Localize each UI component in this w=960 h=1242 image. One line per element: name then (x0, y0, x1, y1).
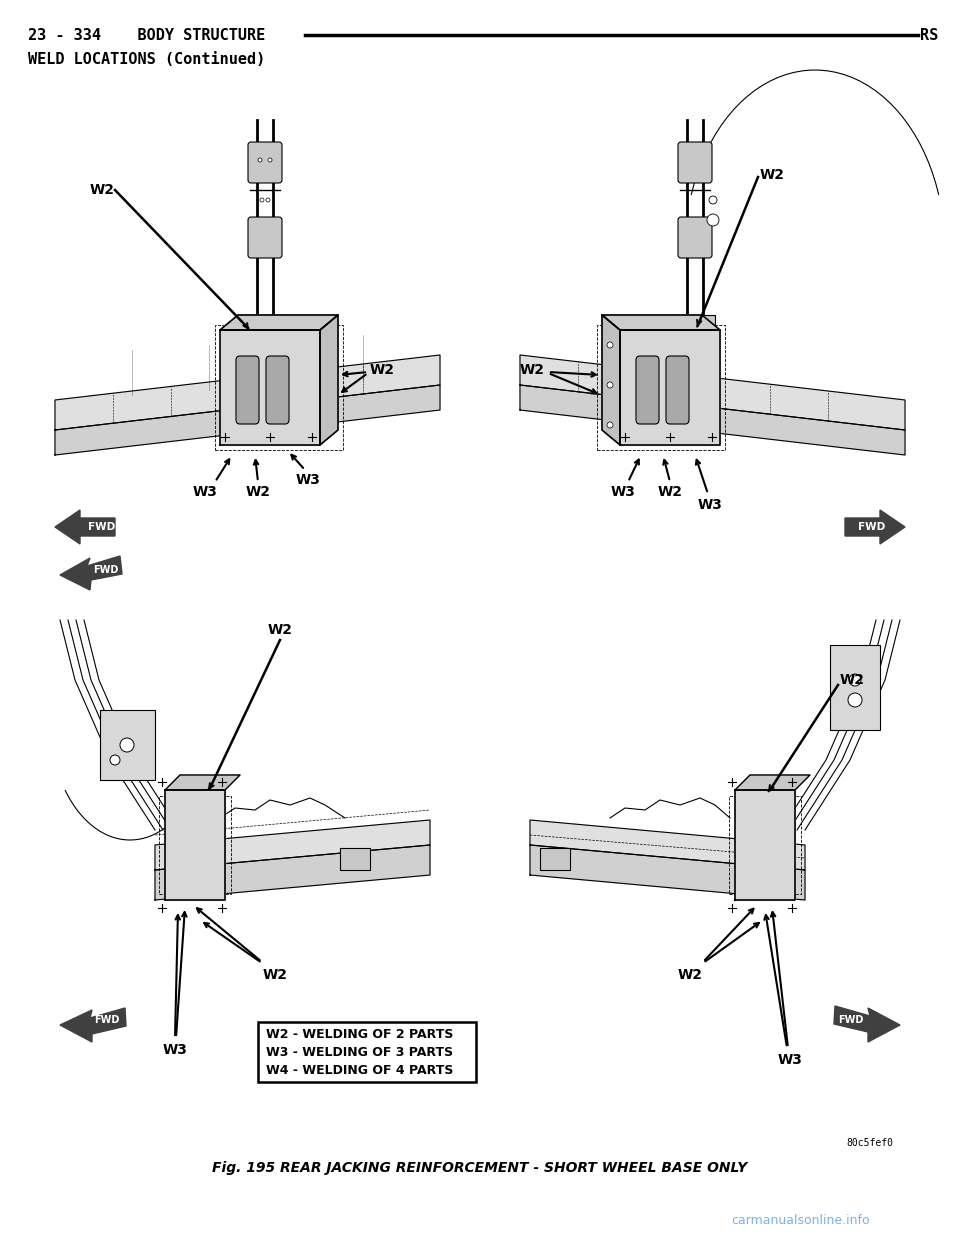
FancyBboxPatch shape (266, 356, 289, 424)
Circle shape (258, 158, 262, 161)
Bar (340, 848, 370, 869)
FancyBboxPatch shape (248, 142, 282, 183)
Bar (675, 315, 715, 335)
Text: W3: W3 (193, 484, 217, 499)
Polygon shape (165, 775, 240, 790)
Bar (540, 848, 570, 869)
Text: FWD: FWD (88, 522, 115, 532)
Polygon shape (530, 845, 805, 900)
Circle shape (709, 196, 717, 204)
Polygon shape (520, 385, 905, 455)
Circle shape (848, 693, 862, 707)
Text: W3: W3 (611, 484, 636, 499)
Bar (258, 1022, 476, 1082)
Polygon shape (155, 820, 430, 869)
Polygon shape (55, 510, 115, 544)
Circle shape (849, 674, 861, 686)
Polygon shape (55, 355, 440, 430)
Polygon shape (520, 355, 905, 430)
Circle shape (607, 342, 613, 348)
Circle shape (120, 738, 134, 751)
Text: W2: W2 (262, 968, 287, 982)
Bar (597, 325, 725, 450)
Polygon shape (320, 315, 338, 445)
Circle shape (707, 214, 719, 226)
Text: W2: W2 (90, 183, 115, 197)
FancyBboxPatch shape (666, 356, 689, 424)
Text: WELD LOCATIONS (Continued): WELD LOCATIONS (Continued) (28, 52, 265, 67)
Text: W3: W3 (698, 498, 723, 512)
Text: W2: W2 (370, 363, 395, 378)
Polygon shape (60, 556, 122, 590)
Text: FWD: FWD (858, 522, 885, 532)
Text: W3: W3 (162, 1043, 187, 1057)
Text: FWD: FWD (94, 1015, 119, 1025)
Text: FWD: FWD (838, 1015, 863, 1025)
Text: W3 - WELDING OF 3 PARTS: W3 - WELDING OF 3 PARTS (266, 1046, 453, 1058)
Polygon shape (845, 510, 905, 544)
Polygon shape (620, 330, 720, 445)
Text: W2 - WELDING OF 2 PARTS: W2 - WELDING OF 2 PARTS (266, 1027, 453, 1041)
Bar (245, 315, 285, 335)
Circle shape (110, 755, 120, 765)
Text: W2: W2 (520, 363, 545, 378)
Text: W2: W2 (840, 673, 865, 687)
Polygon shape (55, 385, 440, 455)
Polygon shape (220, 315, 338, 330)
Polygon shape (165, 790, 225, 900)
Polygon shape (220, 330, 320, 445)
Bar (215, 325, 343, 450)
Text: FWD: FWD (93, 565, 118, 575)
Polygon shape (155, 845, 430, 900)
Text: W2: W2 (678, 968, 703, 982)
Polygon shape (834, 1006, 900, 1042)
Circle shape (607, 383, 613, 388)
Polygon shape (60, 1009, 126, 1042)
Polygon shape (735, 775, 810, 790)
Text: 80c5fef0: 80c5fef0 (846, 1138, 893, 1148)
FancyBboxPatch shape (678, 142, 712, 183)
Text: W2: W2 (268, 623, 293, 637)
Circle shape (266, 197, 270, 202)
Circle shape (268, 158, 272, 161)
Text: W4 - WELDING OF 4 PARTS: W4 - WELDING OF 4 PARTS (266, 1063, 453, 1077)
Polygon shape (530, 820, 805, 869)
Text: W2: W2 (246, 484, 271, 499)
Polygon shape (735, 790, 795, 900)
Text: W3: W3 (778, 1053, 803, 1067)
Text: 23 - 334    BODY STRUCTURE: 23 - 334 BODY STRUCTURE (28, 27, 265, 42)
Polygon shape (602, 315, 620, 445)
Circle shape (260, 197, 264, 202)
Text: RS: RS (920, 27, 938, 42)
Text: carmanualsonline.info: carmanualsonline.info (732, 1213, 870, 1227)
FancyBboxPatch shape (236, 356, 259, 424)
Bar (100, 710, 155, 780)
FancyBboxPatch shape (248, 217, 282, 258)
Bar (830, 645, 880, 730)
FancyBboxPatch shape (636, 356, 659, 424)
Text: W2: W2 (760, 168, 785, 183)
Text: Fig. 195 REAR JACKING REINFORCEMENT - SHORT WHEEL BASE ONLY: Fig. 195 REAR JACKING REINFORCEMENT - SH… (212, 1161, 748, 1175)
Text: W2: W2 (658, 484, 683, 499)
Circle shape (607, 422, 613, 428)
Polygon shape (602, 315, 720, 330)
FancyBboxPatch shape (678, 217, 712, 258)
Text: W3: W3 (296, 473, 321, 487)
